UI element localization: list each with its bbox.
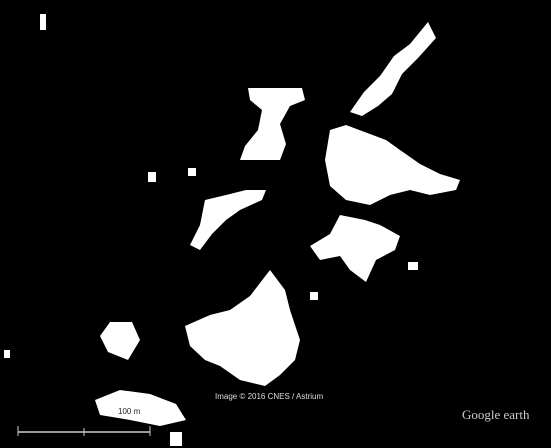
attribution: Image © 2016 CNES / Astrium: [215, 392, 323, 401]
background: [0, 0, 551, 448]
region: [408, 262, 418, 270]
region: [4, 350, 10, 358]
region: [40, 14, 46, 30]
region: [148, 172, 156, 182]
map: Image © 2016 CNES / Astrium 100 m Google…: [0, 0, 551, 448]
page: Image © 2016 CNES / Astrium 100 m Google…: [0, 0, 551, 448]
region: [188, 168, 196, 176]
scale-label: 100 m: [118, 407, 141, 416]
logo: Google earth: [462, 407, 530, 422]
region: [310, 292, 318, 300]
region: [170, 432, 182, 446]
